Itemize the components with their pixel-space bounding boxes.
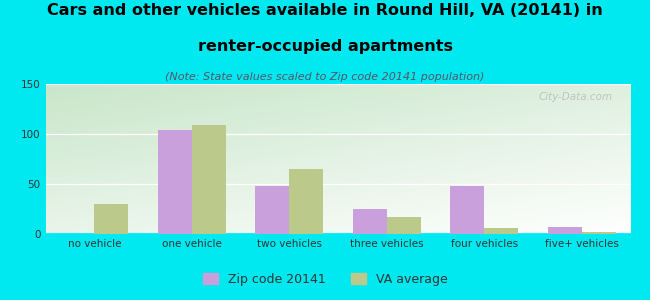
Text: renter-occupied apartments: renter-occupied apartments xyxy=(198,39,452,54)
Bar xyxy=(353,209,387,234)
Bar xyxy=(547,227,582,234)
Text: City-Data.com: City-Data.com xyxy=(539,92,613,101)
Text: (Note: State values scaled to Zip code 20141 population): (Note: State values scaled to Zip code 2… xyxy=(165,72,485,82)
Text: Cars and other vehicles available in Round Hill, VA (20141) in: Cars and other vehicles available in Rou… xyxy=(47,3,603,18)
Bar xyxy=(192,125,226,234)
Bar xyxy=(484,228,519,234)
Bar xyxy=(94,204,129,234)
Bar xyxy=(157,130,192,234)
Bar xyxy=(387,217,421,234)
Bar xyxy=(450,186,484,234)
Bar xyxy=(289,169,324,234)
Bar xyxy=(255,186,289,234)
Bar xyxy=(582,232,616,234)
Legend: Zip code 20141, VA average: Zip code 20141, VA average xyxy=(198,268,452,291)
